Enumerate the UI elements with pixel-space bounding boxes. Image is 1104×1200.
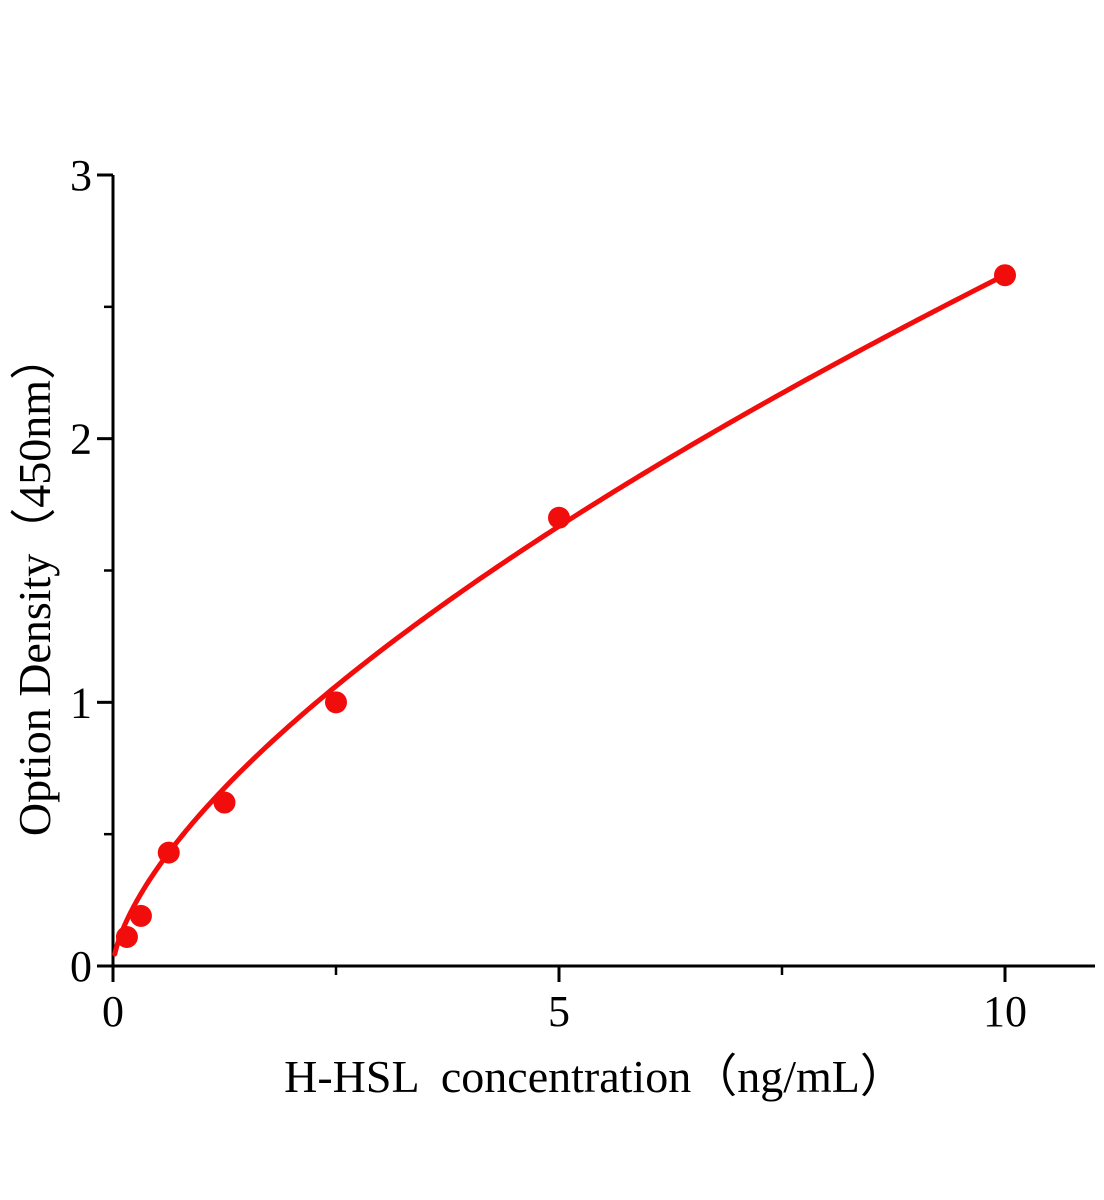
y-axis-title: Option Density（450nm） — [9, 334, 60, 836]
data-point — [325, 691, 347, 714]
y-axis-tick-label: 2 — [70, 415, 92, 464]
tick-labels: 0 5 10 0 1 2 3 — [70, 151, 1027, 1036]
y-axis-tick-label: 0 — [70, 942, 92, 991]
x-axis-tick-label: 10 — [983, 987, 1027, 1036]
data-point — [157, 841, 180, 864]
data-point — [213, 791, 236, 814]
data-point — [129, 904, 152, 927]
axes — [97, 173, 1095, 982]
data-point — [115, 925, 138, 948]
y-axis-tick-label: 3 — [70, 151, 92, 200]
data-point — [548, 506, 570, 529]
x-axis-title: H-HSL concentration（ng/mL） — [284, 1051, 906, 1102]
fit-curve — [112, 272, 1008, 957]
x-axis-tick-label: 0 — [102, 987, 124, 1036]
data-point — [994, 264, 1016, 287]
standard-curve-line — [112, 272, 1008, 957]
x-axis-tick-label: 5 — [548, 987, 570, 1036]
data-points — [115, 264, 1016, 948]
y-axis-tick-label: 1 — [70, 678, 92, 727]
